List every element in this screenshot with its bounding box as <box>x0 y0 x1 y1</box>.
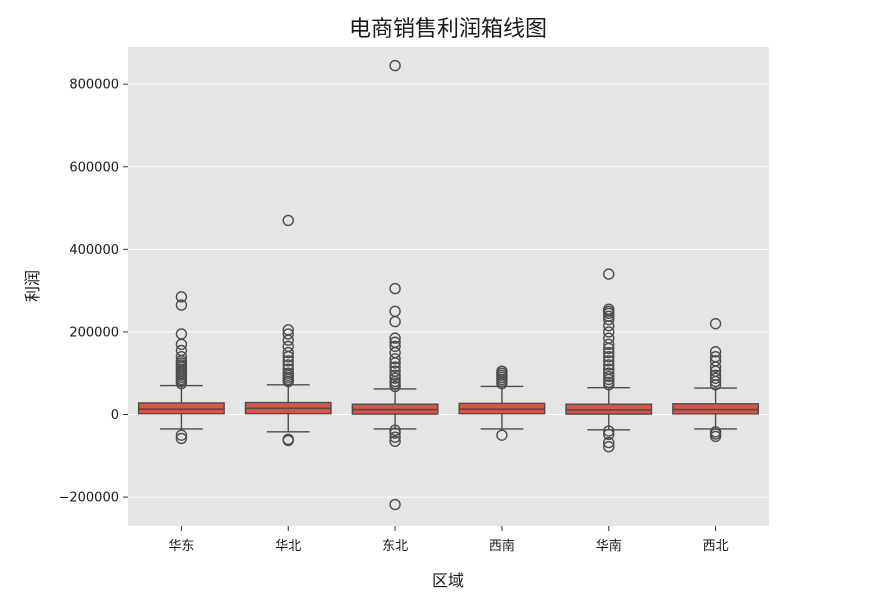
outlier-point <box>709 430 722 443</box>
plot-background <box>128 47 769 526</box>
outlier-point <box>603 425 615 437</box>
outlier-point <box>603 313 615 326</box>
outlier-point <box>603 342 615 355</box>
outlier-point <box>603 436 615 449</box>
outlier-point <box>389 369 401 381</box>
outlier-point <box>603 346 615 359</box>
iqr-box <box>137 402 225 415</box>
outlier-point <box>389 377 401 390</box>
grid-lines <box>128 83 769 498</box>
y-axis-ticks: −200000 0 200000 400000 600000 800000 <box>58 78 128 506</box>
box-series <box>137 59 760 511</box>
outlier-point <box>389 427 401 439</box>
outlier-point <box>175 291 188 303</box>
box-华东 <box>137 291 225 445</box>
outlier-point <box>709 346 722 358</box>
outlier-point <box>389 380 401 393</box>
outlier-point <box>175 299 188 311</box>
outlier-point <box>282 434 294 447</box>
outlier-point <box>603 326 615 338</box>
x-tick-label: 华南 <box>596 538 622 554</box>
box-西南 <box>458 365 546 441</box>
outlier-point <box>603 441 615 453</box>
outlier-point <box>709 317 722 330</box>
outlier-point <box>282 350 294 363</box>
outlier-point <box>175 429 188 441</box>
box-华北 <box>244 214 332 447</box>
y-tick-label: 200000 <box>69 325 119 340</box>
outlier-point <box>603 428 615 441</box>
outlier-point <box>282 355 294 367</box>
outlier-point <box>709 361 722 373</box>
x-tick-label: 西南 <box>489 538 515 554</box>
outlier-point <box>175 377 188 390</box>
outlier-point <box>603 367 615 379</box>
y-tick-label: −200000 <box>58 491 119 506</box>
outlier-point <box>389 59 401 72</box>
outlier-point <box>603 350 615 363</box>
outlier-point <box>603 370 615 383</box>
box-西北 <box>672 317 760 443</box>
outlier-point <box>282 214 294 227</box>
outlier-point <box>389 340 401 353</box>
outlier-point <box>603 268 615 280</box>
box-东北 <box>351 59 439 511</box>
outlier-point <box>496 377 508 390</box>
outlier-point <box>282 346 294 359</box>
box-华南 <box>565 268 653 453</box>
outlier-point <box>709 375 722 388</box>
x-axis-ticks: 华东 华北 东北 西南 华南 西北 <box>168 526 729 554</box>
x-tick-label: 华东 <box>168 539 194 554</box>
outlier-point <box>709 379 722 391</box>
outlier-point <box>603 307 615 320</box>
outlier-point <box>282 328 294 340</box>
y-tick-label: 0 <box>111 408 119 423</box>
outlier-point <box>389 282 401 295</box>
outlier-point <box>282 334 294 346</box>
x-tick-label: 东北 <box>382 539 408 554</box>
outlier-point <box>389 353 401 365</box>
outlier-point <box>389 498 401 511</box>
outlier-point <box>175 338 188 351</box>
outlier-point <box>709 372 722 384</box>
outlier-point <box>282 375 294 388</box>
chart-title: 电商销售利润箱线图 <box>349 17 547 42</box>
outlier-point <box>175 432 188 445</box>
outlier-point <box>389 332 401 344</box>
outlier-point <box>603 355 615 367</box>
iqr-box <box>565 403 653 415</box>
y-tick-label: 600000 <box>69 160 119 175</box>
outlier-point <box>389 315 401 328</box>
outlier-point <box>496 429 508 441</box>
y-tick-label: 400000 <box>69 243 119 258</box>
outlier-point <box>389 357 401 369</box>
outlier-point <box>389 431 401 443</box>
x-axis-label: 区域 <box>432 571 464 590</box>
x-tick-label: 西北 <box>703 539 729 554</box>
outlier-point <box>603 373 615 386</box>
outlier-point <box>389 361 401 373</box>
outlier-point <box>389 372 401 384</box>
y-axis-label: 利润 <box>23 270 42 302</box>
outlier-point <box>603 359 615 371</box>
outlier-point <box>603 379 615 391</box>
outlier-point <box>389 435 401 448</box>
outlier-point <box>389 424 401 436</box>
y-tick-label: 800000 <box>69 78 119 93</box>
outlier-point <box>603 320 615 332</box>
x-tick-label: 华北 <box>275 539 301 554</box>
outlier-point <box>603 338 615 351</box>
